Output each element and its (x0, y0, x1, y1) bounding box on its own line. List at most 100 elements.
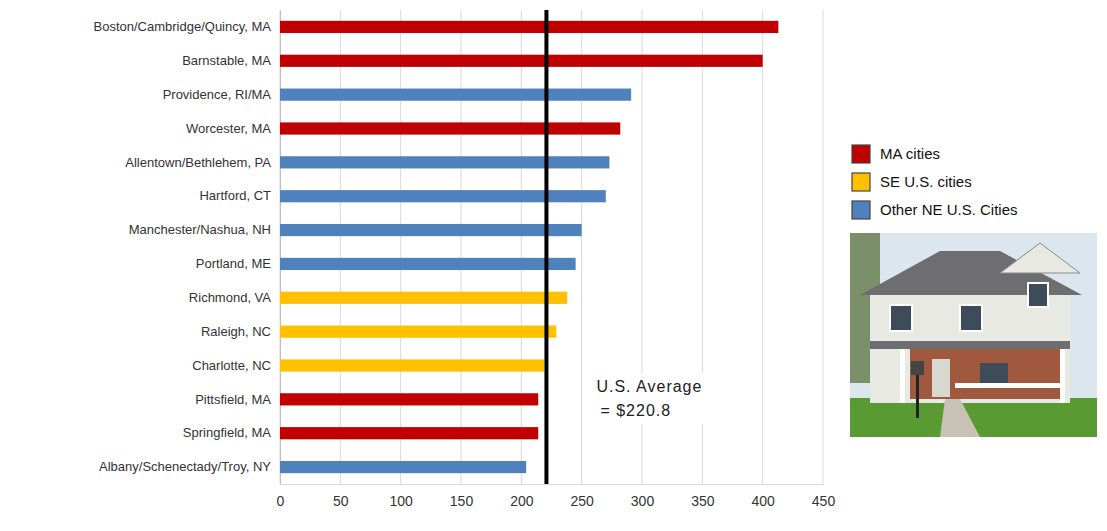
chart: 0 50 100 150 200 250 300 350 400 450 Boston/Cambri… (0, 0, 1107, 531)
house-photo (850, 233, 1097, 437)
x-tick: 150 (450, 484, 474, 509)
x-tick: 300 (631, 484, 655, 509)
photo-house-wall (870, 293, 1070, 403)
x-tick-label: 0 (277, 493, 285, 509)
annotation-text: = $220.8 (600, 402, 671, 419)
y-tick: Providence, RI/MA (163, 87, 280, 102)
x-axis-line (281, 484, 824, 485)
x-tick-label: 350 (691, 493, 715, 509)
bar (280, 156, 609, 168)
photo-column (1060, 349, 1065, 403)
y-tick: Richmond, VA (189, 290, 280, 305)
legend-swatch (852, 201, 870, 219)
grid-line (762, 10, 763, 484)
y-tick: Allentown/Bethlehem, PA (125, 155, 280, 170)
y-tick-label: Boston/Cambridge/Quincy, MA (94, 19, 272, 34)
photo-lawn (850, 398, 1097, 437)
photo-window (980, 363, 1008, 385)
y-tick-label: Manchester/Nashua, NH (129, 222, 271, 237)
grid-line (521, 10, 522, 484)
y-tick: Hartford, CT (199, 188, 280, 203)
photo-lamp-post (916, 373, 919, 418)
x-tick-label: 200 (510, 493, 534, 509)
reference-group (546, 10, 547, 484)
reference-line (544, 10, 548, 484)
y-tick-label: Pittsfield, MA (195, 392, 271, 407)
bar (280, 258, 576, 270)
photo-window (960, 305, 982, 331)
legend-label: MA cities (880, 145, 940, 162)
grid-line (823, 10, 824, 484)
annotation-background (588, 373, 710, 424)
grid-line (400, 10, 401, 484)
x-tick: 350 (691, 484, 715, 509)
bar (280, 326, 556, 338)
x-tick: 200 (510, 484, 534, 509)
y-axis-line (280, 11, 281, 485)
legend-label: SE U.S. cities (880, 173, 972, 190)
x-tick: 100 (389, 484, 413, 509)
legend-label: Other NE U.S. Cities (880, 201, 1018, 218)
x-tick-label: 300 (631, 493, 655, 509)
photo-column (900, 349, 905, 403)
x-tick: 250 (570, 484, 594, 509)
annotation: U.S. Average= $220.8 (588, 373, 710, 424)
y-tick: Albany/Schenectady/Troy, NY (99, 459, 280, 474)
grid (280, 10, 823, 484)
photo-window (1028, 283, 1048, 307)
x-tick-label: 150 (450, 493, 474, 509)
bar (280, 122, 620, 134)
grid-line (340, 10, 341, 484)
x-tick-label: 100 (389, 493, 413, 509)
y-tick-label: Portland, ME (196, 256, 271, 271)
y-tick: Pittsfield, MA (195, 392, 280, 407)
bar (280, 21, 778, 33)
bar (280, 359, 544, 371)
y-tick-label: Richmond, VA (189, 290, 271, 305)
y-tick: Worcester, MA (186, 121, 280, 136)
x-tick: 50 (333, 484, 349, 509)
bars (280, 21, 778, 473)
photo-brick (910, 349, 1060, 399)
y-axis: Boston/Cambridge/Quincy, MA Barnstable, M… (94, 11, 281, 485)
bar (280, 292, 567, 304)
x-tick-label: 450 (812, 493, 836, 509)
grid-line (280, 10, 281, 484)
y-tick-label: Providence, RI/MA (163, 87, 272, 102)
grid-line (581, 10, 582, 484)
bar (280, 393, 538, 405)
x-tick: 400 (751, 484, 775, 509)
x-tick: 450 (812, 484, 836, 509)
bar (280, 190, 606, 202)
x-axis: 0 50 100 150 200 250 300 350 400 450 (277, 484, 836, 509)
y-tick-label: Allentown/Bethlehem, PA (125, 155, 271, 170)
bar (280, 461, 526, 473)
y-tick: Boston/Cambridge/Quincy, MA (94, 19, 281, 34)
x-tick: 0 (277, 484, 285, 509)
bar (280, 427, 538, 439)
photo-walkway (940, 399, 980, 437)
photo-lamp (911, 361, 924, 375)
y-tick: Raleigh, NC (201, 324, 280, 339)
y-tick-label: Charlotte, NC (192, 358, 271, 373)
bar (280, 89, 631, 101)
y-tick: Charlotte, NC (192, 358, 280, 373)
legend-swatch (852, 173, 870, 191)
photo-railing (955, 383, 1065, 388)
x-tick-label: 400 (751, 493, 775, 509)
y-tick: Barnstable, MA (182, 53, 280, 68)
bar (280, 55, 763, 67)
grid-line (461, 10, 462, 484)
y-tick-label: Albany/Schenectady/Troy, NY (99, 459, 271, 474)
x-tick-label: 250 (570, 493, 594, 509)
bar (280, 224, 582, 236)
x-tick-label: 50 (333, 493, 349, 509)
photo-sky (850, 233, 1097, 437)
photo-porch-roof (870, 341, 1070, 349)
y-tick-label: Raleigh, NC (201, 324, 271, 339)
photo-window (890, 305, 912, 331)
y-tick-label: Springfield, MA (183, 425, 271, 440)
photo-gable (1000, 243, 1080, 273)
y-tick-label: Hartford, CT (199, 188, 271, 203)
y-tick: Manchester/Nashua, NH (129, 222, 280, 237)
